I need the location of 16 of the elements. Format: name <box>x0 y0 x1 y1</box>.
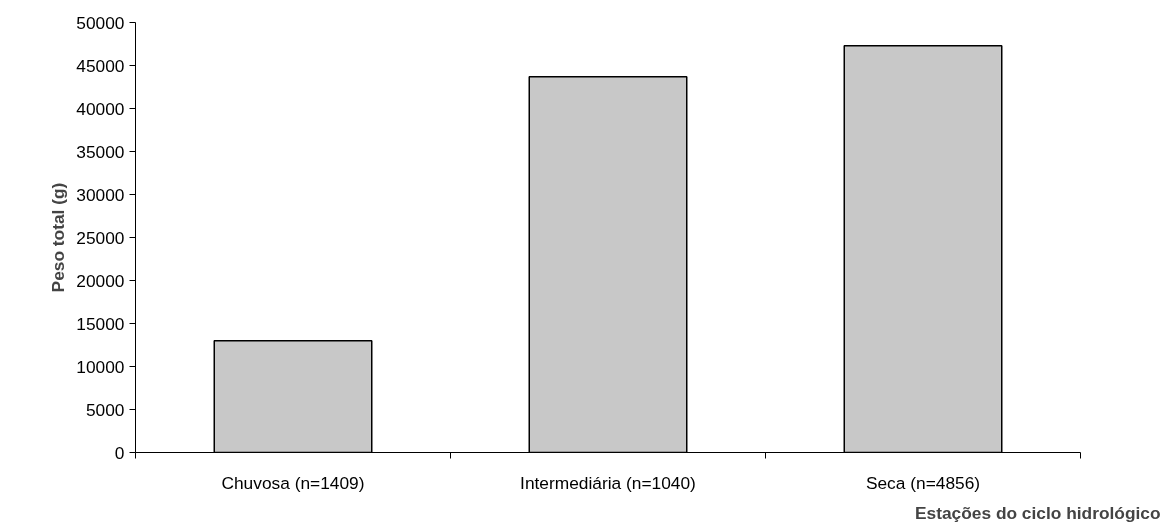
x-tick-label: Chuvosa (n=1409) <box>221 472 365 493</box>
x-tick-label: Intermediária (n=1040) <box>520 472 696 493</box>
y-tick-label: 50000 <box>76 12 125 33</box>
y-tick-label: 0 <box>114 442 125 463</box>
y-tick-label: 20000 <box>76 270 125 291</box>
y-tick-label: 15000 <box>76 313 125 334</box>
y-tick-label: 35000 <box>76 141 125 162</box>
y-tick-label: 40000 <box>76 98 125 119</box>
y-tick-label: 45000 <box>76 55 125 76</box>
y-tick-label: 30000 <box>76 184 125 205</box>
x-tick-label: Seca (n=4856) <box>865 472 981 493</box>
y-tick-label: 5000 <box>85 399 125 420</box>
y-axis-title: Peso total (g) <box>48 182 69 293</box>
x-axis-title: Estações do ciclo hidrológico <box>914 502 1161 523</box>
y-tick-label: 25000 <box>76 227 125 248</box>
y-tick-label: 10000 <box>76 356 125 377</box>
